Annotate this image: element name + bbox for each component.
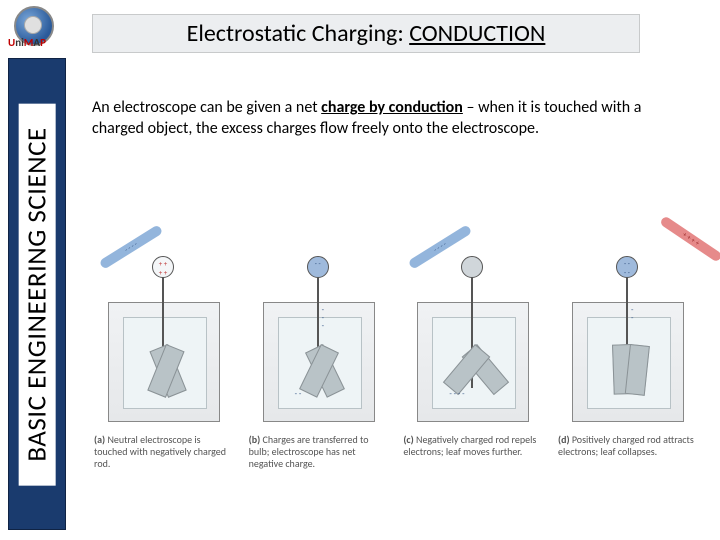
panel-b: - - - - - - - (b) Charges are transferred t… xyxy=(245,240,393,470)
logo-text: UniMAP xyxy=(8,36,46,49)
panel-caption: (c) Negatively charged rod repels electr… xyxy=(403,434,543,458)
panel-caption-text: Neutral electroscope is touched with neg… xyxy=(94,433,226,470)
logo: UniMAP xyxy=(6,6,76,50)
leaf-charges: - - xyxy=(295,390,302,398)
electroscope-diagram: - - - - - - - xyxy=(245,240,393,430)
panel-caption: (a) Neutral electroscope is touched with… xyxy=(94,434,234,470)
panel-a: - - - -+ + + + (a) Neutral electroscope i… xyxy=(90,240,238,470)
electroscope-bulb: + + + + xyxy=(152,256,174,278)
panel-caption: (b) Charges are transferred to bulb; ele… xyxy=(249,434,389,470)
positive-rod-icon: + + + + xyxy=(659,215,720,262)
panel-caption-text: Charges are transferred to bulb; electro… xyxy=(249,433,369,470)
panel-caption-text: Positively charged rod attracts electron… xyxy=(558,433,694,458)
stem-charges: - - - xyxy=(322,306,324,330)
panel-c: - - - -- - - - (c) Negatively charged rod… xyxy=(399,240,547,470)
electroscope-diagram: - - - -- - - - xyxy=(399,240,547,430)
panel-d: + + + +- -- - - -(d) Positively charged … xyxy=(554,240,702,470)
desc-pre: An electroscope can be given a net xyxy=(92,98,321,117)
sidebar-text: BASIC ENGINEERING SCIENCE xyxy=(19,103,56,485)
panel-caption-text: Negatively charged rod repels electrons;… xyxy=(403,433,536,458)
diagram-row: - - - -+ + + +(a) Neutral electroscope i… xyxy=(90,240,702,470)
desc-emphasis: charge by conduction xyxy=(321,98,463,117)
title-prefix: Electrostatic Charging: xyxy=(187,19,410,48)
slide-title: Electrostatic Charging: CONDUCTION xyxy=(92,14,640,53)
title-emphasis: CONDUCTION xyxy=(409,19,545,48)
sidebar-band: BASIC ENGINEERING SCIENCE xyxy=(8,58,66,530)
electroscope-bulb: - - xyxy=(307,256,329,278)
logo-gear-icon xyxy=(24,16,42,34)
leaf-charges: - - - - xyxy=(449,390,464,398)
electroscope-diagram: + + + +- -- - - - xyxy=(554,240,702,430)
stem-charges: - - xyxy=(631,306,633,322)
electroscope-diagram: - - - -+ + + + xyxy=(90,240,238,430)
panel-caption: (d) Positively charged rod attracts elec… xyxy=(558,434,698,458)
electroscope-bulb: - - - - xyxy=(616,256,638,278)
description-paragraph: An electroscope can be given a net charg… xyxy=(92,98,692,140)
electroscope-bulb xyxy=(461,256,483,278)
